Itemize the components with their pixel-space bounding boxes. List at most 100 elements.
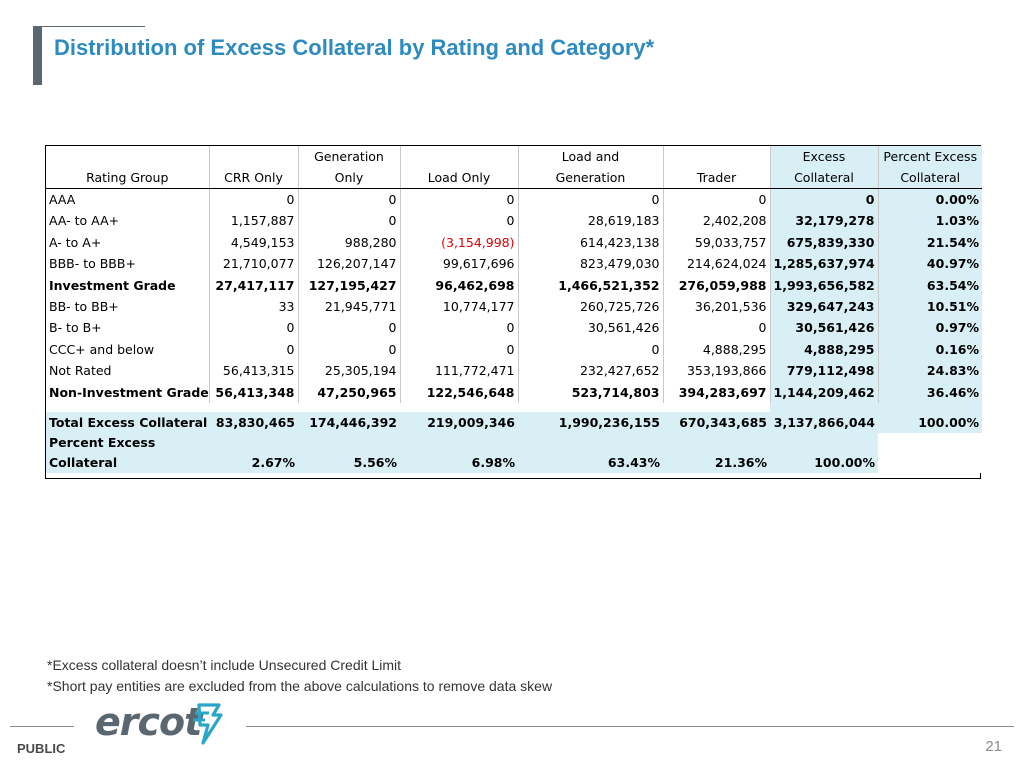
table-cell: 111,772,471 [399, 360, 518, 382]
table-cell: 779,112,498 [769, 360, 878, 382]
table-cell: 1.03% [877, 210, 982, 232]
table-cell: 122,546,648 [399, 381, 518, 404]
table-cell: 0.00% [877, 188, 982, 211]
table-cell: 0 [208, 188, 298, 211]
table-cell: 56,413,315 [208, 360, 298, 382]
table-cell: 3,137,866,044 [770, 412, 878, 434]
table-cell: 10.51% [877, 296, 982, 318]
table-cell: 0 [662, 317, 770, 339]
column-header [662, 146, 770, 167]
spacer-cell [209, 403, 298, 412]
table-row: AA- to AA+ 1,157,887 0 0 28,619,183 2,402,208… [46, 210, 982, 232]
table-cell: 0 [297, 210, 400, 232]
table-cell: 1,157,887 [208, 210, 298, 232]
table-cell: 0 [399, 188, 518, 211]
table-row: B- to B+ 0 0 0 30,561,426 0 30,561,426 0.97% [46, 317, 982, 339]
row-label: BBB- to BBB+ [49, 256, 136, 272]
table-cell: 25,305,194 [297, 360, 400, 382]
table-cell: 1,990,236,155 [518, 412, 663, 434]
empty-cell [400, 433, 518, 454]
table-cell: (3,154,998) [399, 231, 518, 254]
row-label: Not Rated [49, 363, 112, 379]
table-cell: 21.54% [877, 231, 982, 254]
table-cell: 21,710,077 [208, 253, 298, 275]
table-cell: 0 [399, 317, 518, 339]
table-row: A- to A+ 4,549,153 988,280 (3,154,998) 614,4… [46, 231, 982, 254]
table-cell: 0.16% [877, 338, 982, 361]
table-row: Non-Investment Grade 56,413,348 47,250,965… [46, 381, 982, 404]
table-cell: 670,343,685 [663, 412, 770, 434]
table-cell: 0 [517, 338, 663, 361]
table-cell: 36,201,536 [662, 296, 770, 318]
lightning-bolt-icon [193, 703, 223, 745]
empty-cell [518, 433, 663, 454]
empty-cell [209, 433, 298, 454]
table-cell: 100.00% [878, 412, 982, 434]
spacer-cell [400, 403, 518, 412]
table-cell: 32,179,278 [769, 210, 878, 232]
table-cell: 100.00% [770, 453, 878, 474]
table-cell: 214,624,024 [662, 253, 770, 275]
column-header: Load and [517, 146, 663, 167]
table-cell: 260,725,726 [517, 296, 663, 318]
table-cell: 126,207,147 [297, 253, 400, 275]
table-cell: 47,250,965 [297, 381, 400, 404]
table-cell: 30,561,426 [769, 317, 878, 339]
table-cell: 40.97% [877, 253, 982, 275]
column-header: Rating Group [46, 167, 209, 189]
table-cell: 10,774,177 [399, 296, 518, 318]
table-cell: 675,839,330 [769, 231, 878, 254]
column-header: Only [297, 167, 400, 189]
footnote-unsecured: *Excess collateral doesn’t include Unsec… [47, 657, 402, 673]
table-cell: 28,619,183 [517, 210, 663, 232]
column-header: Percent Excess [877, 146, 982, 167]
empty-cell [663, 433, 770, 454]
table-cell: 219,009,346 [400, 412, 518, 434]
table-cell: 1,993,656,582 [769, 274, 878, 297]
column-header [399, 146, 518, 167]
table-header-row: Generation Load and Excess Percent Excess [46, 146, 982, 167]
table-cell: 21.36% [663, 453, 770, 474]
footnotes: *Excess collateral doesn’t include Unsec… [47, 655, 552, 697]
title-accent-line [41, 26, 145, 27]
column-header: Load Only [399, 167, 518, 189]
table-cell: 0 [297, 188, 400, 211]
table-cell: 96,462,698 [399, 274, 518, 297]
table-cell: 56,413,348 [208, 381, 298, 404]
row-label: Non-Investment Grade [49, 384, 209, 400]
table-cell: 174,446,392 [298, 412, 400, 434]
table-cell: 36.46% [877, 381, 982, 404]
table-cell: 0 [297, 338, 400, 361]
page-number: 21 [985, 738, 1002, 755]
ercot-logo: ercot [95, 700, 202, 744]
row-label: B- to B+ [49, 320, 102, 336]
table-cell: 63.43% [518, 453, 663, 474]
table-cell: 0 [517, 188, 663, 211]
footnote-short-pay: *Short pay entities are excluded from th… [47, 678, 553, 694]
row-label: Collateral [46, 453, 209, 474]
row-label: AA- to AA+ [49, 213, 120, 229]
footer-divider-left [10, 726, 74, 727]
row-label: Percent Excess [46, 433, 209, 454]
table-cell: 0 [769, 188, 878, 211]
table-cell: 5.56% [298, 453, 400, 474]
column-header [46, 146, 209, 167]
table-cell: 276,059,988 [662, 274, 770, 297]
table-cell: 232,427,652 [517, 360, 663, 382]
table-cell: 4,888,295 [662, 338, 770, 361]
row-label: AAA [49, 192, 76, 207]
table-cell: 1,285,637,974 [769, 253, 878, 275]
row-label: Investment Grade [49, 277, 176, 293]
empty-cell [878, 433, 982, 454]
table-cell: 0 [399, 210, 518, 232]
classification-label: PUBLIC [17, 741, 66, 756]
table-cell: 4,549,153 [208, 231, 298, 254]
table-cell: 0 [297, 317, 400, 339]
table-cell: 1,144,209,462 [769, 381, 878, 404]
table-cell: 823,479,030 [517, 253, 663, 275]
row-label: Total Excess Collateral [46, 412, 209, 434]
spacer-cell [663, 403, 770, 412]
spacer-cell [770, 403, 878, 413]
table-cell: 523,714,803 [517, 381, 663, 404]
table-row: BB- to BB+ 33 21,945,771 10,774,177 260,725,… [46, 296, 982, 318]
